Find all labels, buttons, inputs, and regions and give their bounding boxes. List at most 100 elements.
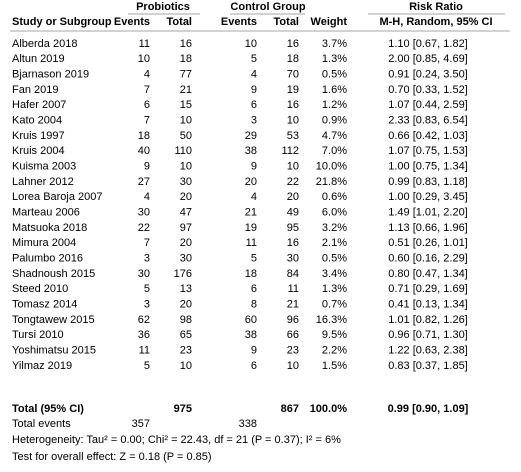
cell: 7 xyxy=(144,237,150,249)
cell: 5 xyxy=(144,360,150,372)
cell: 0.5% xyxy=(322,69,347,81)
cell: 3 xyxy=(251,115,257,127)
cell: 3.2% xyxy=(322,222,347,234)
column-header: M-H, Random, 95% CI xyxy=(379,16,492,28)
cell: 10 xyxy=(245,38,257,50)
cell: 6 xyxy=(251,99,257,111)
events-label: Total events xyxy=(12,418,71,430)
study-name: Mimura 2004 xyxy=(12,237,76,249)
study-name: Lorea Baroja 2007 xyxy=(12,191,103,203)
cell: 9.5% xyxy=(322,329,347,341)
cell: 0.99 [0.83, 1.18] xyxy=(388,176,468,188)
cell: 10.0% xyxy=(316,161,347,173)
cell: 3.7% xyxy=(322,38,347,50)
cell: 4 xyxy=(144,69,150,81)
cell: 36 xyxy=(138,329,150,341)
cell: 6 xyxy=(251,360,257,372)
study-name: Matsuoka 2018 xyxy=(12,222,87,234)
cell: 0.91 [0.24, 3.50] xyxy=(388,69,468,81)
cell: 21 xyxy=(180,84,192,96)
total-cell: 0.99 [0.90, 1.09] xyxy=(388,403,469,415)
cell: 38 xyxy=(245,145,257,157)
cell: 6 xyxy=(144,99,150,111)
cell: 10 xyxy=(287,360,299,372)
cell: 1.10 [0.67, 1.82] xyxy=(388,38,468,50)
cell: 98 xyxy=(180,314,192,326)
cell: 0.83 [0.37, 1.85] xyxy=(388,360,468,372)
cell: 0.7% xyxy=(322,299,347,311)
cell: 13 xyxy=(180,283,192,295)
events-cell: 338 xyxy=(239,418,257,430)
study-name: Shadnoush 2015 xyxy=(12,268,95,280)
cell: 1.49 [1.01, 2.20] xyxy=(388,207,468,219)
study-name: Yilmaz 2019 xyxy=(12,360,72,372)
cell: 0.5% xyxy=(322,253,347,265)
cell: 1.00 [0.75, 1.34] xyxy=(388,161,468,173)
cell: 9 xyxy=(144,161,150,173)
overall-effect: Test for overall effect: Z = 0.18 (P = 0… xyxy=(12,451,212,463)
cell: 112 xyxy=(281,145,299,157)
cell: 20 xyxy=(180,299,192,311)
cell: 1.22 [0.63, 2.38] xyxy=(388,345,468,357)
cell: 0.96 [0.71, 1.30] xyxy=(388,329,468,341)
group-header: Risk Ratio xyxy=(409,1,463,13)
cell: 10 xyxy=(180,360,192,372)
cell: 3 xyxy=(144,299,150,311)
cell: 8 xyxy=(251,299,257,311)
column-header: Study or Subgroup xyxy=(12,16,112,28)
cell: 16 xyxy=(287,38,299,50)
cell: 40 xyxy=(138,145,150,157)
cell: 1.07 [0.44, 2.59] xyxy=(388,99,468,111)
cell: 20 xyxy=(287,191,299,203)
study-name: Tongtawew 2015 xyxy=(12,314,95,326)
column-header: Total xyxy=(274,16,299,28)
cell: 18 xyxy=(138,130,150,142)
cell: 1.2% xyxy=(322,99,347,111)
cell: 9 xyxy=(251,161,257,173)
column-header: Events xyxy=(221,16,257,28)
cell: 3.4% xyxy=(322,268,347,280)
cell: 9 xyxy=(251,84,257,96)
cell: 70 xyxy=(287,69,299,81)
cell: 10 xyxy=(180,115,192,127)
column-header: Total xyxy=(167,16,192,28)
cell: 62 xyxy=(138,314,150,326)
cell: 30 xyxy=(180,176,192,188)
cell: 18 xyxy=(245,268,257,280)
cell: 11 xyxy=(139,345,150,357)
cell: 1.00 [0.29, 3.45] xyxy=(388,191,468,203)
cell: 5 xyxy=(251,253,257,265)
cell: 30 xyxy=(180,253,192,265)
cell: 7 xyxy=(144,84,150,96)
cell: 18 xyxy=(287,53,299,65)
cell: 2.00 [0.85, 4.69] xyxy=(388,53,468,65)
cell: 97 xyxy=(180,222,192,234)
cell: 60 xyxy=(245,314,257,326)
cell: 0.70 [0.33, 1.52] xyxy=(388,84,468,96)
cell: 30 xyxy=(138,268,150,280)
total-label: Total (95% CI) xyxy=(12,403,84,415)
group-header: Probiotics xyxy=(136,1,190,13)
cell: 29 xyxy=(245,130,257,142)
study-name: Yoshimatsu 2015 xyxy=(12,345,96,357)
cell: 176 xyxy=(174,268,192,280)
cell: 23 xyxy=(287,345,299,357)
group-header: Control Group xyxy=(230,1,305,13)
cell: 27 xyxy=(138,176,150,188)
study-name: Altun 2019 xyxy=(12,53,65,65)
cell: 0.6% xyxy=(322,191,347,203)
cell: 0.60 [0.16, 2.29] xyxy=(388,253,468,265)
cell: 7 xyxy=(144,115,150,127)
cell: 0.51 [0.26, 1.01] xyxy=(388,237,468,249)
cell: 1.5% xyxy=(322,360,347,372)
cell: 20 xyxy=(180,237,192,249)
cell: 2.1% xyxy=(322,237,347,249)
cell: 16 xyxy=(287,99,299,111)
cell: 4 xyxy=(251,69,257,81)
study-name: Fan 2019 xyxy=(12,84,58,96)
cell: 3 xyxy=(144,253,150,265)
study-name: Kato 2004 xyxy=(12,115,62,127)
cell: 47 xyxy=(180,207,192,219)
cell: 19 xyxy=(245,222,257,234)
